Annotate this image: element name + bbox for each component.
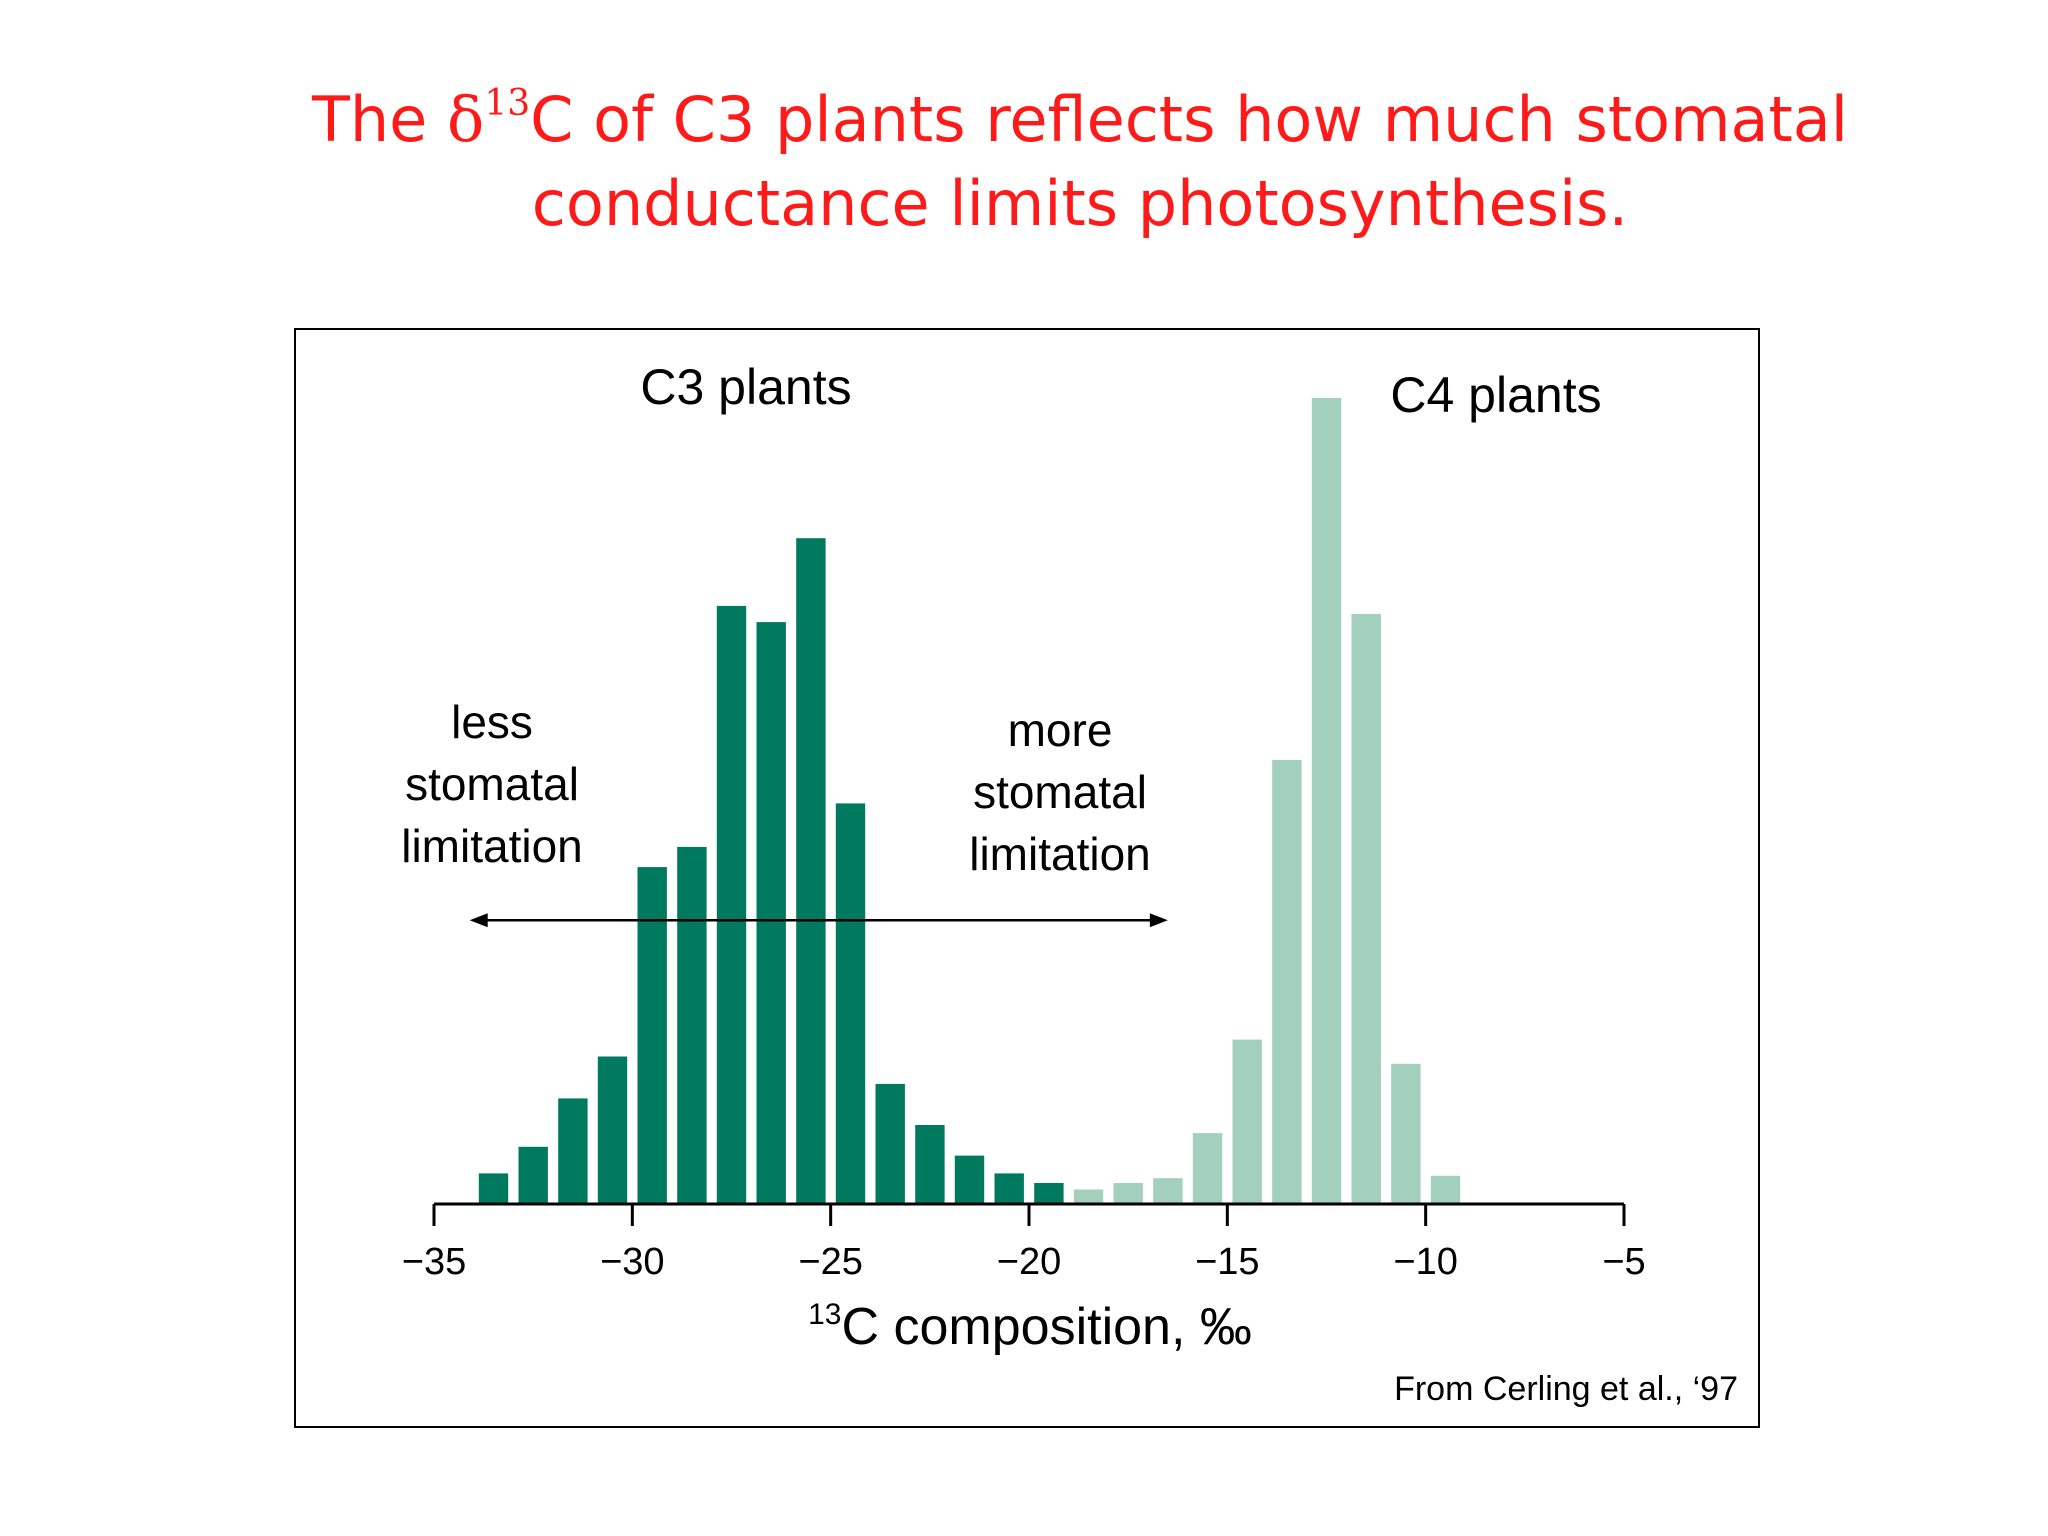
- less-stomatal-limitation-label: less: [451, 696, 533, 748]
- less-stomatal-limitation-label: stomatal: [405, 758, 579, 810]
- c4-bar: [1113, 1183, 1143, 1204]
- histogram-chart: −35 −30 −25 −20 −15 −10 −5 less stomatal limitat…: [401, 359, 1738, 1408]
- c3-bar: [716, 605, 747, 1204]
- c4-series-label: C4 plants: [1390, 367, 1601, 423]
- c4-bar: [1192, 1133, 1223, 1204]
- x-axis-label: 13C composition, ‰: [808, 1298, 1252, 1356]
- c3-bar: [994, 1173, 1024, 1204]
- title-text-pre: The: [311, 83, 447, 156]
- slide-title-line-2: conductance limits photosynthesis.: [531, 167, 1629, 240]
- c4-bar: [1391, 1063, 1421, 1204]
- c4-bar: [1272, 759, 1302, 1204]
- x-axis: −35 −30 −25 −20 −15 −10 −5: [402, 1202, 1646, 1283]
- c3-bar: [756, 622, 786, 1204]
- x-tick-label: −35: [402, 1241, 466, 1283]
- x-tick-label: −10: [1393, 1241, 1457, 1283]
- c3-bar: [875, 1083, 905, 1204]
- c3-bar: [1034, 1183, 1064, 1204]
- c3-bar: [478, 1173, 509, 1204]
- c3-bar: [677, 846, 707, 1204]
- title-superscript: 13: [484, 83, 531, 124]
- x-tick-label: −25: [798, 1241, 862, 1283]
- bars-group: [478, 398, 1461, 1204]
- title-delta-symbol: δ: [447, 83, 485, 156]
- c4-bar: [1232, 1039, 1262, 1204]
- title-text-post: C of C3 plants reflects how much stomata…: [530, 83, 1849, 156]
- annotations-group: less stomatal limitation more stomatal limita…: [401, 696, 1168, 928]
- chart-frame: −35 −30 −25 −20 −15 −10 −5 less stomatal limitat…: [294, 328, 1760, 1428]
- slide-title-line-1: The δ13C of C3 plants reflects how much …: [200, 78, 1960, 162]
- c3-bar: [558, 1098, 588, 1204]
- c4-bar: [1311, 398, 1342, 1204]
- c3-bar: [597, 1056, 628, 1204]
- x-axis-label-text: C composition, ‰: [842, 1298, 1252, 1356]
- c4-bar: [1153, 1178, 1183, 1204]
- x-tick-label: −5: [1602, 1241, 1645, 1283]
- more-stomatal-limitation-label: limitation: [969, 828, 1151, 880]
- c3-bar: [954, 1155, 985, 1204]
- more-stomatal-limitation-label: more: [1008, 704, 1113, 756]
- more-stomatal-limitation-label: stomatal: [973, 766, 1147, 818]
- x-tick-label: −20: [997, 1241, 1061, 1283]
- c3-bar: [518, 1146, 548, 1204]
- c4-bar: [1430, 1175, 1461, 1204]
- c3-bar: [915, 1125, 945, 1204]
- c3-bar: [637, 867, 667, 1204]
- x-tick-label: −15: [1195, 1241, 1259, 1283]
- arrowhead-right-icon: [1149, 913, 1168, 928]
- slide-title: The δ13C of C3 plants reflects how much …: [200, 78, 1960, 246]
- c3-bar: [796, 538, 826, 1204]
- c4-bar: [1073, 1189, 1104, 1204]
- x-tick-label: −30: [600, 1241, 664, 1283]
- x-axis-label-superscript: 13: [808, 1298, 841, 1331]
- arrowhead-left-icon: [469, 913, 488, 928]
- source-citation: From Cerling et al., ‘97: [1394, 1370, 1738, 1408]
- c3-series-label: C3 plants: [640, 359, 851, 415]
- less-stomatal-limitation-label: limitation: [401, 820, 583, 872]
- c4-bar: [1351, 614, 1381, 1204]
- c3-bar: [835, 803, 866, 1204]
